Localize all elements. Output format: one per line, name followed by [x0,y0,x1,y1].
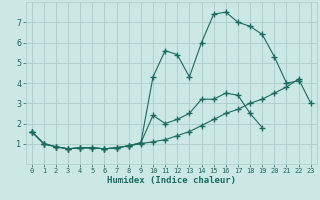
X-axis label: Humidex (Indice chaleur): Humidex (Indice chaleur) [107,176,236,185]
